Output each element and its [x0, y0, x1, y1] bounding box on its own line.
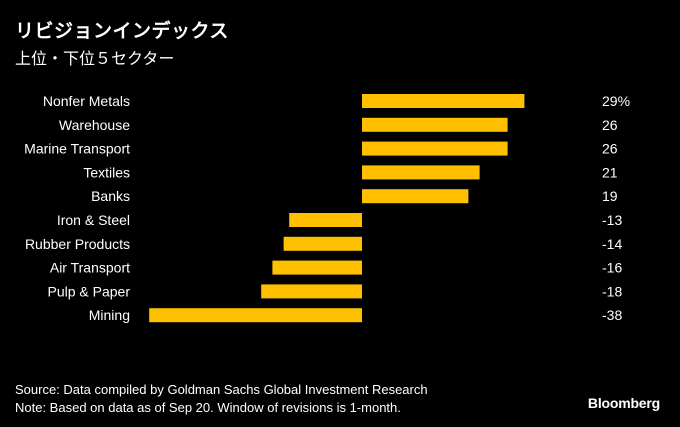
bar-nonfer-metals [362, 94, 525, 108]
source-note: Source: Data compiled by Goldman Sachs G… [15, 382, 428, 397]
category-label-mining: Mining [89, 307, 130, 323]
category-label-warehouse: Warehouse [59, 117, 130, 133]
chart-title: リビジョンインデックス [15, 20, 229, 42]
bar-mining [149, 308, 362, 323]
bar-rubber-products [283, 236, 362, 251]
bar-air-transport [272, 260, 362, 275]
category-label-nonfer-metals: Nonfer Metals [43, 93, 130, 109]
bar-iron-and-steel [289, 213, 362, 227]
bar-textiles [362, 165, 480, 180]
value-label-mining: -38 [602, 307, 622, 323]
chart-subtitle: 上位・下位５セクター [15, 49, 175, 68]
value-label-textiles: 21 [602, 164, 618, 180]
chart-footer: Source: Data compiled by Goldman Sachs G… [15, 381, 428, 417]
value-label-nonfer-metals: 29% [602, 93, 630, 109]
bar-warehouse [362, 117, 508, 132]
category-label-iron-and-steel: Iron & Steel [57, 212, 130, 228]
data-note: Note: Based on data as of Sep 20. Window… [15, 400, 401, 415]
bar-pulp-and-paper [261, 284, 362, 299]
category-label-banks: Banks [91, 188, 130, 204]
category-label-air-transport: Air Transport [50, 260, 130, 276]
category-label-rubber-products: Rubber Products [25, 236, 130, 252]
value-label-warehouse: 26 [602, 117, 618, 133]
category-label-pulp-and-paper: Pulp & Paper [48, 283, 131, 299]
value-label-rubber-products: -14 [602, 236, 622, 252]
category-label-marine-transport: Marine Transport [24, 141, 130, 157]
category-label-textiles: Textiles [83, 164, 130, 180]
value-label-banks: 19 [602, 188, 618, 204]
bar-banks [362, 189, 469, 204]
bloomberg-logo: Bloomberg [587, 395, 660, 411]
bar-marine-transport [362, 141, 508, 156]
value-label-iron-and-steel: -13 [602, 212, 622, 228]
value-label-pulp-and-paper: -18 [602, 283, 622, 299]
value-label-air-transport: -16 [602, 260, 622, 276]
value-label-marine-transport: 26 [602, 141, 618, 157]
